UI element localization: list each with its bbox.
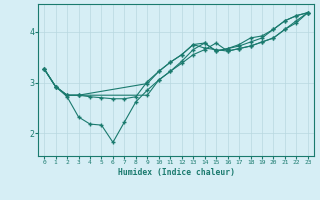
X-axis label: Humidex (Indice chaleur): Humidex (Indice chaleur) [117,168,235,177]
